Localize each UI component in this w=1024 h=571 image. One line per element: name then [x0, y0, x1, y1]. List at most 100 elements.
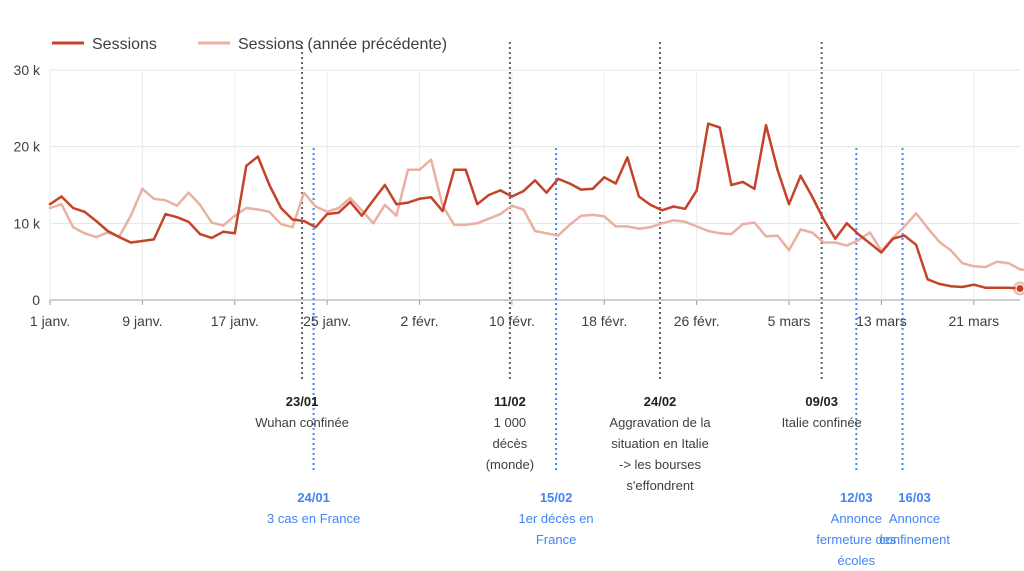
- legend-label-previous-year: Sessions (année précédente): [238, 36, 447, 53]
- series-line-previous-year: [48, 158, 1024, 272]
- point-previous-year: [603, 215, 606, 218]
- point-sessions: [603, 176, 606, 179]
- legend-label-sessions: Sessions: [92, 36, 157, 53]
- annotation-text: -> les bourses: [619, 457, 702, 472]
- point-sessions: [857, 232, 860, 236]
- point-sessions: [233, 232, 236, 235]
- annotation-date: 12/03: [840, 490, 873, 505]
- chart-series: [48, 122, 1024, 296]
- point-previous-year: [556, 234, 560, 237]
- point-sessions: [129, 241, 133, 244]
- x-tick-label: 13 mars: [856, 313, 907, 329]
- point-sessions: [914, 243, 918, 246]
- point-previous-year: [418, 168, 421, 171]
- annotation-text: confinement: [879, 532, 950, 547]
- point-sessions: [591, 187, 594, 191]
- annotation-date: 16/03: [898, 490, 931, 505]
- annotation-labels: 23/01 Wuhan confinée 24/01 3 cas en France 1…: [255, 394, 950, 568]
- annotation-text: (monde): [486, 457, 534, 472]
- annotation-text: 3 cas en France: [267, 511, 360, 526]
- point-previous-year: [406, 168, 410, 171]
- x-tick-label: 1 janv.: [30, 313, 70, 329]
- point-previous-year: [591, 213, 594, 217]
- point-sessions: [464, 168, 467, 171]
- point-sessions: [83, 210, 86, 214]
- point-sessions: [984, 286, 987, 289]
- point-sessions: [579, 188, 583, 191]
- annotation-text: s'effondrent: [626, 478, 694, 493]
- point-previous-year: [349, 196, 352, 200]
- point-sessions: [499, 189, 502, 192]
- chart-legend[interactable]: Sessions Sessions (année précédente): [52, 36, 447, 53]
- point-sessions: [741, 180, 745, 184]
- point-previous-year: [718, 232, 721, 235]
- point-previous-year: [914, 212, 918, 215]
- point-previous-year: [522, 208, 525, 211]
- point-previous-year: [810, 231, 814, 234]
- point-previous-year: [83, 232, 86, 235]
- x-tick-label: 18 févr.: [581, 313, 627, 329]
- annotation-text: écoles: [838, 553, 876, 568]
- point-sessions: [614, 182, 618, 185]
- point-sessions: [325, 212, 329, 216]
- annotation-date: 23/01: [286, 394, 319, 409]
- y-axis: 0 10 k 20 k 30 k: [14, 62, 41, 308]
- end-marker-sessions[interactable]: [1015, 284, 1024, 293]
- x-tick-label: 5 mars: [768, 313, 811, 329]
- point-sessions: [256, 155, 260, 158]
- point-previous-year: [787, 248, 791, 252]
- point-previous-year: [337, 206, 340, 210]
- point-sessions: [649, 203, 652, 207]
- point-sessions: [406, 201, 410, 204]
- point-sessions: [210, 236, 213, 240]
- point-sessions: [707, 122, 710, 125]
- annotation-text: Aggravation de la: [609, 415, 711, 430]
- annotation-text: Wuhan confinée: [255, 415, 349, 430]
- point-previous-year: [730, 232, 733, 236]
- point-previous-year: [291, 225, 294, 229]
- point-previous-year: [545, 232, 548, 235]
- y-tick-label: 30 k: [14, 62, 41, 78]
- point-sessions: [152, 238, 156, 241]
- point-previous-year: [683, 220, 687, 223]
- annotation-text: 1 000: [494, 415, 527, 430]
- x-axis: 1 janv. 9 janv. 17 janv. 25 janv. 2 févr. 10 …: [30, 300, 999, 329]
- point-previous-year: [949, 248, 952, 252]
- point-sessions: [141, 239, 144, 243]
- point-sessions: [441, 209, 444, 213]
- point-sessions: [799, 174, 802, 177]
- point-previous-year: [995, 260, 999, 263]
- point-sessions: [626, 156, 629, 159]
- point-sessions: [360, 214, 363, 217]
- point-previous-year: [233, 214, 236, 217]
- point-previous-year: [268, 210, 271, 214]
- annotation-text: situation en Italie: [611, 436, 709, 451]
- point-previous-year: [834, 241, 837, 244]
- point-previous-year: [464, 223, 467, 227]
- x-tick-label: 2 févr.: [400, 313, 438, 329]
- point-sessions: [510, 195, 514, 198]
- point-previous-year: [937, 240, 941, 243]
- point-previous-year: [1018, 268, 1022, 271]
- point-previous-year: [429, 158, 433, 161]
- point-previous-year: [776, 234, 779, 237]
- point-sessions: [106, 229, 109, 233]
- point-sessions: [545, 191, 548, 194]
- point-previous-year: [487, 217, 491, 220]
- annotation-text: Annonce: [831, 511, 882, 526]
- point-previous-year: [187, 191, 190, 194]
- x-tick-label: 25 janv.: [303, 313, 351, 329]
- point-previous-year: [198, 203, 202, 207]
- x-tick-label: 26 févr.: [674, 313, 720, 329]
- point-sessions: [730, 183, 733, 187]
- point-sessions: [175, 216, 179, 219]
- point-sessions: [94, 219, 98, 223]
- point-previous-year: [222, 224, 225, 227]
- point-previous-year: [614, 225, 618, 228]
- point-sessions: [868, 242, 872, 245]
- point-sessions: [487, 193, 491, 197]
- point-sessions: [522, 189, 525, 193]
- point-previous-year: [753, 221, 756, 224]
- x-tick-label: 17 janv.: [211, 313, 259, 329]
